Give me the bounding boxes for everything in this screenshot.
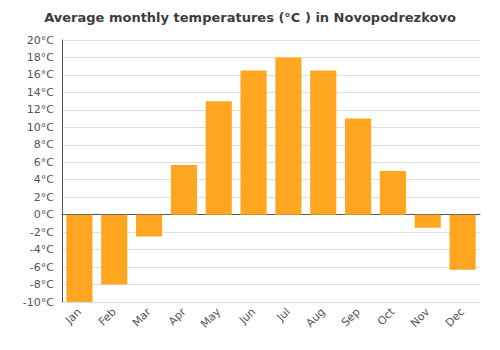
- svg-text:Oct: Oct: [375, 305, 398, 328]
- svg-text:-4°C: -4°C: [30, 243, 54, 256]
- svg-text:4°C: 4°C: [34, 173, 54, 186]
- svg-text:-2°C: -2°C: [30, 226, 54, 239]
- svg-text:2°C: 2°C: [34, 191, 54, 204]
- svg-text:-10°C: -10°C: [23, 296, 54, 309]
- svg-text:-8°C: -8°C: [30, 278, 54, 291]
- svg-text:Feb: Feb: [96, 305, 119, 328]
- svg-text:Jan: Jan: [62, 305, 84, 327]
- svg-text:16°C: 16°C: [27, 68, 54, 81]
- svg-text:10°C: 10°C: [27, 121, 54, 134]
- svg-text:Nov: Nov: [408, 305, 433, 330]
- svg-text:Average monthly temperatures (: Average monthly temperatures (°C ) in No…: [44, 10, 456, 25]
- svg-text:0°C: 0°C: [34, 208, 54, 221]
- svg-text:Aug: Aug: [303, 305, 327, 329]
- svg-text:20°C: 20°C: [27, 34, 54, 47]
- svg-text:May: May: [198, 305, 224, 331]
- svg-text:Jun: Jun: [236, 305, 258, 327]
- svg-text:8°C: 8°C: [34, 138, 54, 151]
- svg-text:6°C: 6°C: [34, 156, 54, 169]
- svg-text:Apr: Apr: [166, 305, 189, 328]
- svg-text:Mar: Mar: [130, 305, 154, 329]
- svg-text:18°C: 18°C: [27, 51, 54, 64]
- svg-text:14°C: 14°C: [27, 86, 54, 99]
- svg-text:Dec: Dec: [443, 305, 467, 329]
- svg-text:-6°C: -6°C: [30, 261, 54, 274]
- svg-text:12°C: 12°C: [27, 103, 54, 116]
- svg-text:Sep: Sep: [339, 305, 363, 329]
- svg-text:Jul: Jul: [274, 305, 293, 324]
